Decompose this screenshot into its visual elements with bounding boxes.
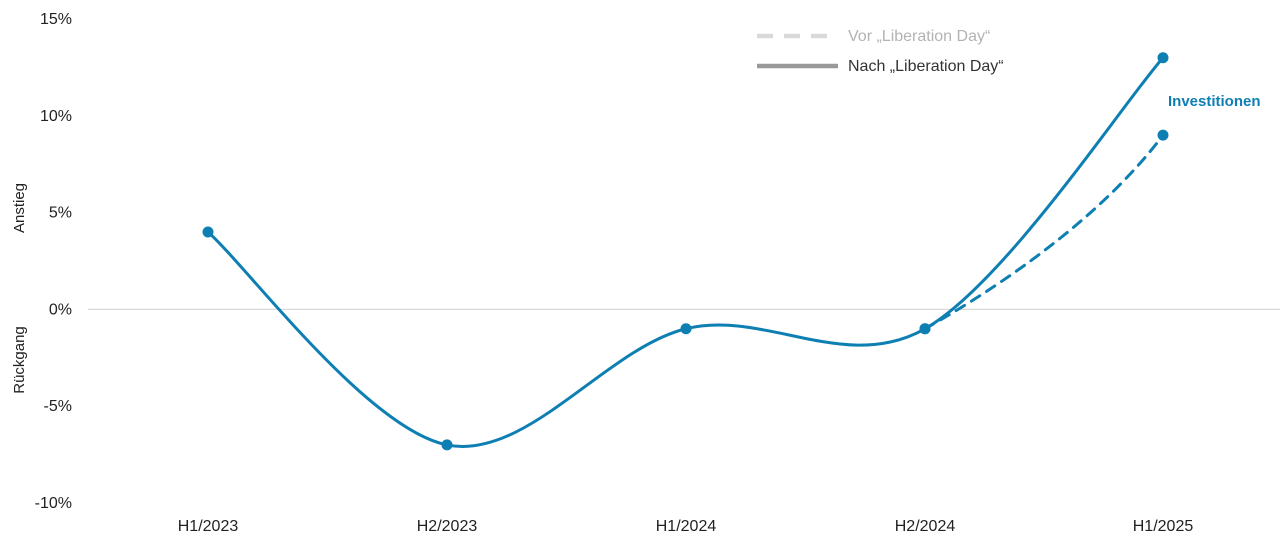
data-point (1157, 52, 1169, 64)
y-tick-label: 5% (49, 205, 72, 222)
data-point (441, 439, 453, 451)
series-line-nach (206, 56, 1165, 448)
x-tick-label: H1/2024 (656, 518, 717, 535)
data-points (202, 52, 1169, 451)
y-tick-labels: 15% 10% 5% 0% -5% -10% (35, 11, 72, 512)
series-line-vor (923, 133, 1165, 331)
x-tick-label: H2/2024 (895, 518, 956, 535)
legend-label-nach: Nach „Liberation Day“ (848, 58, 1004, 75)
data-point (202, 226, 214, 238)
x-tick-label: H1/2025 (1133, 518, 1194, 535)
y-tick-label: -5% (44, 398, 72, 415)
series-label: Investitionen (1168, 93, 1261, 110)
y-tick-label: 15% (40, 11, 72, 28)
data-point (1157, 129, 1169, 141)
series-lines (206, 56, 1165, 448)
legend-label-vor: Vor „Liberation Day“ (848, 28, 990, 45)
x-tick-label: H1/2023 (178, 518, 239, 535)
y-tick-label: 10% (40, 108, 72, 125)
x-tick-label: H2/2023 (417, 518, 478, 535)
y-tick-label: 0% (49, 301, 72, 318)
data-point (680, 323, 692, 335)
data-point (919, 323, 931, 335)
y-tick-label: -10% (35, 495, 72, 512)
legend: Vor „Liberation Day“ Nach „Liberation Da… (757, 28, 1004, 75)
x-tick-labels: H1/2023 H2/2023 H1/2024 H2/2024 H1/2025 (178, 518, 1194, 535)
y-axis-label-lower: Rückgang (11, 326, 28, 394)
y-axis-label-upper: Anstieg (11, 183, 28, 233)
